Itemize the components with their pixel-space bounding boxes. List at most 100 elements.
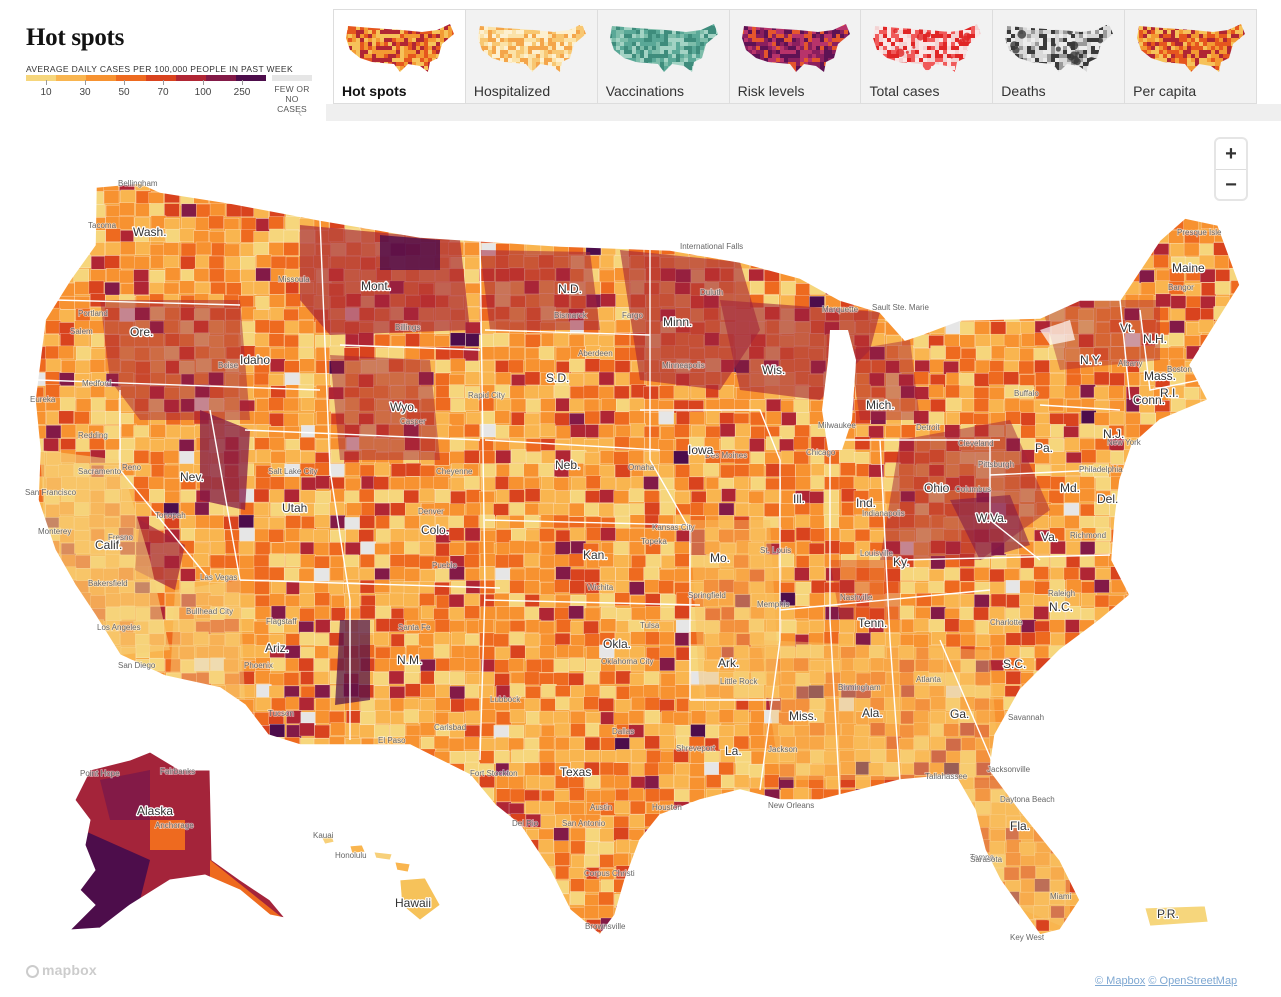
county-cell[interactable]	[600, 204, 617, 219]
county-cell[interactable]	[615, 477, 632, 491]
county-cell[interactable]	[990, 333, 1006, 348]
county-cell[interactable]	[1020, 268, 1036, 283]
county-cell[interactable]	[58, 243, 75, 257]
county-cell[interactable]	[374, 205, 390, 219]
county-cell[interactable]	[1108, 282, 1124, 296]
county-cell[interactable]	[464, 242, 480, 256]
county-cell[interactable]	[901, 204, 917, 219]
county-cell[interactable]	[73, 205, 90, 219]
county-cell[interactable]	[448, 515, 464, 530]
county-cell[interactable]	[269, 294, 285, 308]
county-cell[interactable]	[764, 503, 780, 517]
county-cell[interactable]	[1154, 178, 1170, 192]
county-cell[interactable]	[508, 359, 524, 374]
county-cell[interactable]	[509, 347, 525, 361]
county-cell[interactable]	[255, 267, 271, 282]
county-cell[interactable]	[571, 477, 587, 492]
county-cell[interactable]	[960, 192, 976, 206]
county-cell[interactable]	[630, 229, 646, 243]
county-cell[interactable]	[1034, 230, 1050, 245]
county-cell[interactable]	[268, 333, 285, 347]
county-cell[interactable]	[375, 515, 392, 529]
county-cell[interactable]	[511, 229, 527, 243]
county-cell[interactable]	[643, 490, 660, 504]
county-cell[interactable]	[584, 410, 600, 425]
county-cell[interactable]	[1050, 204, 1066, 219]
county-cell[interactable]	[825, 179, 842, 193]
county-cell[interactable]	[298, 333, 314, 348]
county-cell[interactable]	[1168, 475, 1185, 490]
county-cell[interactable]	[839, 217, 855, 231]
county-cell[interactable]	[811, 268, 827, 282]
county-cell[interactable]	[345, 477, 361, 492]
county-cell[interactable]	[598, 503, 614, 517]
county-cell[interactable]	[1079, 179, 1095, 192]
county-cell[interactable]	[268, 397, 284, 411]
county-cell[interactable]	[1081, 410, 1097, 424]
county-cell[interactable]	[76, 346, 92, 361]
county-cell[interactable]	[238, 295, 254, 309]
county-cell[interactable]	[59, 296, 75, 310]
county-cell[interactable]	[1138, 503, 1154, 517]
county-cell[interactable]	[255, 189, 272, 204]
county-cell[interactable]	[915, 281, 931, 296]
county-cell[interactable]	[510, 398, 527, 413]
county-cell[interactable]	[1066, 399, 1082, 413]
county-cell[interactable]	[600, 476, 616, 491]
county-cell[interactable]	[449, 179, 465, 192]
county-cell[interactable]	[569, 230, 586, 244]
county-cell[interactable]	[1230, 346, 1245, 361]
county-cell[interactable]	[958, 255, 975, 270]
county-cell[interactable]	[1231, 450, 1246, 464]
county-cell[interactable]	[749, 177, 765, 191]
county-cell[interactable]	[1110, 242, 1127, 257]
county-cell[interactable]	[598, 438, 614, 452]
county-cell[interactable]	[390, 463, 407, 477]
county-cell[interactable]	[435, 489, 451, 503]
county-cell[interactable]	[74, 230, 90, 245]
county-cell[interactable]	[840, 242, 856, 257]
county-cell[interactable]	[358, 488, 375, 503]
county-cell[interactable]	[1095, 216, 1112, 230]
tab-vaccinations[interactable]: Vaccinations	[597, 10, 730, 103]
county-cell[interactable]	[479, 216, 495, 230]
county-cell[interactable]	[1110, 257, 1127, 271]
county-cell[interactable]	[59, 397, 76, 411]
county-cell[interactable]	[735, 423, 751, 437]
county-cell[interactable]	[763, 204, 779, 218]
county-cell[interactable]	[105, 399, 121, 413]
county-cell[interactable]	[46, 256, 62, 270]
county-cell[interactable]	[238, 514, 255, 529]
county-cell[interactable]	[793, 231, 809, 245]
county-cell[interactable]	[118, 216, 135, 230]
county-cell[interactable]	[29, 177, 44, 190]
county-cell[interactable]	[194, 254, 211, 269]
county-cell[interactable]	[928, 280, 944, 294]
county-cell[interactable]	[285, 293, 302, 307]
county-cell[interactable]	[1004, 397, 1021, 412]
county-cell[interactable]	[285, 527, 301, 542]
county-cell[interactable]	[673, 189, 690, 203]
county-cell[interactable]	[1215, 335, 1232, 349]
county-cell[interactable]	[1110, 516, 1126, 531]
county-cell[interactable]	[553, 477, 570, 491]
county-cell[interactable]	[465, 371, 481, 385]
county-cell[interactable]	[974, 321, 990, 335]
county-cell[interactable]	[900, 228, 916, 243]
county-cell[interactable]	[900, 254, 916, 268]
county-cell[interactable]	[704, 216, 720, 230]
county-cell[interactable]	[720, 179, 736, 193]
county-cell[interactable]	[269, 228, 285, 243]
county-cell[interactable]	[1064, 515, 1080, 529]
county-cell[interactable]	[675, 179, 692, 193]
county-cell[interactable]	[208, 179, 225, 193]
county-cell[interactable]	[598, 371, 615, 386]
county-cell[interactable]	[178, 439, 195, 453]
county-cell[interactable]	[628, 216, 644, 230]
county-cell[interactable]	[704, 204, 720, 218]
county-cell[interactable]	[1050, 295, 1066, 309]
county-cell[interactable]	[1200, 179, 1216, 193]
county-cell[interactable]	[1198, 189, 1214, 203]
county-cell[interactable]	[404, 529, 420, 543]
county-cell[interactable]	[404, 476, 420, 490]
